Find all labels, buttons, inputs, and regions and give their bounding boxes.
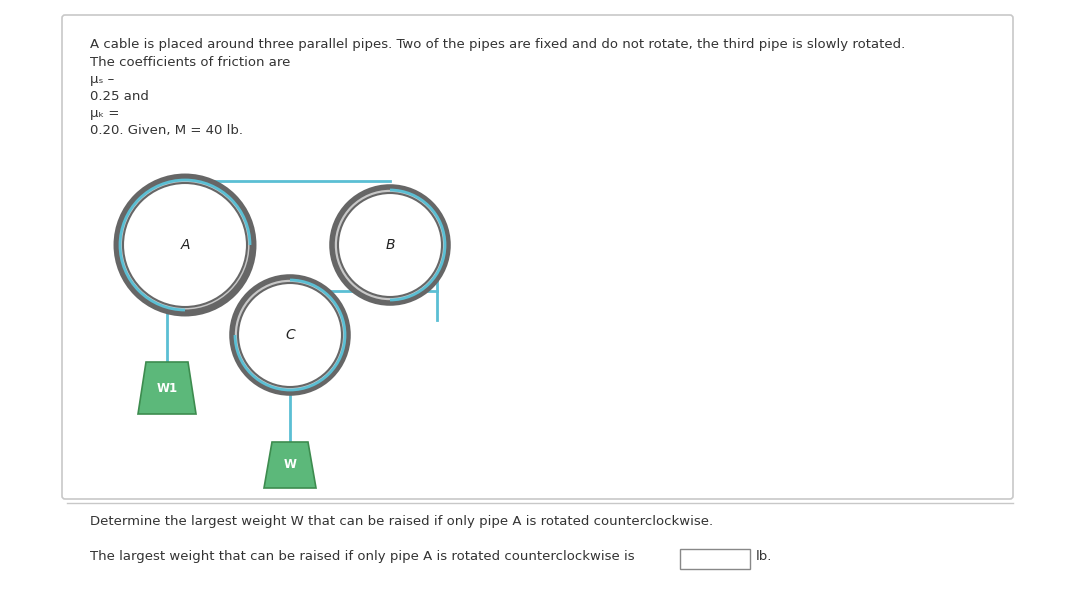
- Text: W1: W1: [157, 381, 177, 395]
- Circle shape: [232, 277, 348, 393]
- Circle shape: [332, 187, 448, 303]
- Text: A: A: [180, 238, 190, 252]
- Text: μₛ –: μₛ –: [90, 73, 114, 86]
- Polygon shape: [264, 442, 316, 488]
- FancyBboxPatch shape: [680, 549, 750, 569]
- Text: A cable is placed around three parallel pipes. Two of the pipes are fixed and do: A cable is placed around three parallel …: [90, 38, 905, 51]
- Text: 0.20. Given, M = 40 lb.: 0.20. Given, M = 40 lb.: [90, 124, 243, 137]
- Text: B: B: [386, 238, 395, 252]
- Circle shape: [338, 193, 442, 297]
- Circle shape: [123, 183, 247, 307]
- Circle shape: [238, 283, 342, 387]
- Text: lb.: lb.: [756, 550, 772, 563]
- Text: 0.25 and: 0.25 and: [90, 90, 149, 103]
- Text: W: W: [283, 458, 297, 471]
- FancyBboxPatch shape: [62, 15, 1013, 499]
- Polygon shape: [138, 362, 195, 414]
- Text: Determine the largest weight W that can be raised if only pipe A is rotated coun: Determine the largest weight W that can …: [90, 515, 713, 528]
- Circle shape: [117, 177, 253, 313]
- Text: μₖ =: μₖ =: [90, 107, 120, 120]
- Text: C: C: [285, 328, 295, 342]
- Text: The largest weight that can be raised if only pipe A is rotated counterclockwise: The largest weight that can be raised if…: [90, 550, 635, 563]
- Text: The coefficients of friction are: The coefficients of friction are: [90, 56, 291, 69]
